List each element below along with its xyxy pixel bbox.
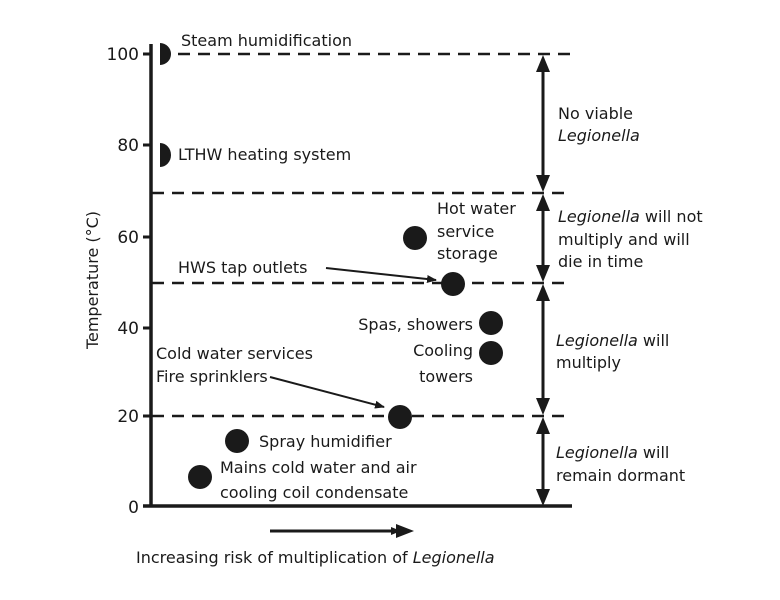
point-cold-water-services [388, 405, 412, 429]
label-cooling-1: Cooling [413, 341, 473, 360]
x-axis-label-italic: Legionella [413, 548, 495, 567]
point-spas-showers [479, 311, 503, 335]
label-lthw: LTHW heating system [178, 145, 351, 164]
label-cold-1: Cold water services [156, 344, 313, 363]
label-mains-2: cooling coil condensate [220, 483, 408, 502]
point-mains-cold-water [188, 465, 212, 489]
arrow-up-icon [536, 55, 550, 72]
point-hot-water-storage [403, 226, 427, 250]
label-cooling-2: towers [419, 367, 473, 386]
zone-text: Legionella will [556, 443, 669, 462]
zone-text-rest: will not [640, 207, 703, 226]
label-hws-storage-1: Hot water [437, 199, 516, 218]
zone-text: die in time [558, 252, 643, 271]
y-tick-label-40: 40 [117, 319, 139, 339]
label-spas: Spas, showers [358, 315, 473, 334]
zone-text-italic: Legionella [558, 126, 640, 145]
zone-text: Legionella will [556, 331, 669, 350]
half-circle-marker-steam [160, 43, 171, 65]
y-tick-label-0: 0 [128, 498, 139, 518]
legionella-italic: Legionella [556, 331, 638, 350]
threshold-lines [152, 52, 572, 418]
label-mains-1: Mains cold water and air [220, 458, 417, 477]
legionella-italic: Legionella [558, 207, 640, 226]
arrow-down-icon [536, 398, 550, 415]
arrow-cold-water [269, 376, 385, 409]
zone-text-rest: will [638, 443, 670, 462]
arrow-up-icon [536, 194, 550, 211]
arrow-down-icon [536, 489, 550, 506]
zone-remain-dormant: Legionella will remain dormant [556, 443, 685, 485]
point-spray-humidifier [225, 429, 249, 453]
y-axis-label: Temperature (°C) [83, 211, 102, 350]
zone-will-not-multiply: Legionella will not multiply and will di… [558, 207, 703, 271]
arrow-down-icon [536, 175, 550, 192]
zone-text: No viable [558, 104, 633, 123]
x-axis-label: Increasing risk of multiplication of Leg… [136, 548, 495, 567]
legionella-italic: Legionella [556, 443, 638, 462]
data-points [188, 226, 503, 489]
label-hws-storage-2: service [437, 222, 494, 241]
point-hws-tap-outlets [441, 272, 465, 296]
zone-text: multiply and will [558, 230, 690, 249]
label-steam-humidification: Steam humidification [181, 31, 352, 50]
y-axis: 100 80 60 40 20 0 Temperature (°C) [83, 44, 153, 518]
arrow-down-icon [536, 265, 550, 282]
point-cooling-towers [479, 341, 503, 365]
arrow-hws-tap [325, 267, 437, 284]
y-tick-label-20: 20 [117, 407, 139, 427]
y-tick-label-60: 60 [117, 228, 139, 248]
zone-text: Legionella will not [558, 207, 703, 226]
y-tick-label-100: 100 [107, 45, 139, 65]
arrow-up-icon [536, 284, 550, 301]
zone-text-rest: will [638, 331, 670, 350]
arrow-right-icon [396, 524, 414, 538]
label-spray: Spray humidifier [259, 432, 392, 451]
x-axis-label-plain: Increasing risk of multiplication of [136, 548, 413, 567]
zone-no-viable: No viable Legionella [558, 104, 640, 145]
zone-text: multiply [556, 353, 621, 372]
y-tick-label-80: 80 [117, 136, 139, 156]
zone-arrows [536, 55, 550, 506]
arrow-up-icon [536, 417, 550, 434]
zone-text: remain dormant [556, 466, 685, 485]
label-hws-tap: HWS tap outlets [178, 258, 308, 277]
zone-will-multiply: Legionella will multiply [556, 331, 669, 372]
label-hws-storage-3: storage [437, 244, 498, 263]
label-cold-2: Fire sprinklers [156, 367, 268, 386]
half-circle-marker-lthw [160, 143, 171, 167]
